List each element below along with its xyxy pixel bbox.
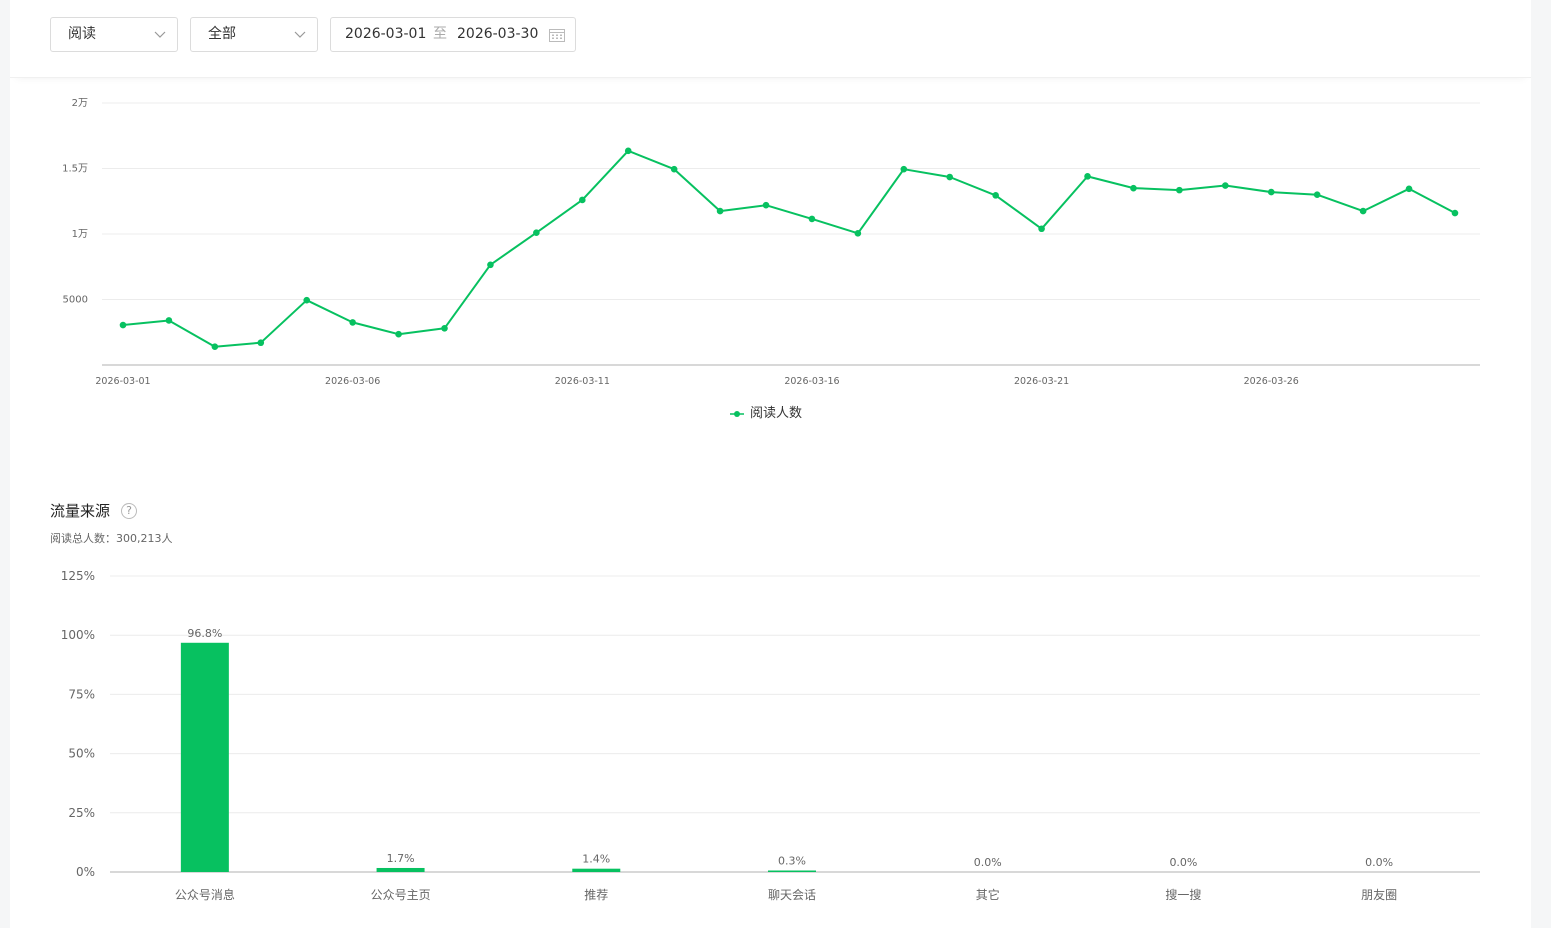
x-category-label: 聊天会话 bbox=[768, 888, 816, 902]
x-category-label: 朋友圈 bbox=[1361, 888, 1397, 902]
data-point bbox=[1176, 186, 1183, 194]
calendar-icon[interactable] bbox=[549, 28, 565, 42]
bar bbox=[180, 642, 229, 872]
x-tick-label: 2026-03-21 bbox=[1014, 376, 1069, 387]
filter-bar: 阅读 全部 2026-03-01 至 2026-03-30 bbox=[10, 0, 1531, 78]
help-icon[interactable]: ? bbox=[121, 503, 137, 519]
data-point bbox=[1405, 185, 1413, 193]
bar-data-label: 96.8% bbox=[187, 627, 222, 640]
data-point bbox=[257, 339, 265, 347]
bar-data-label: 1.7% bbox=[387, 852, 415, 865]
y-tick-label: 1.5万 bbox=[62, 164, 88, 175]
y-tick-label: 2万 bbox=[72, 98, 88, 109]
data-point bbox=[1267, 188, 1275, 196]
bar-data-label: 0.0% bbox=[974, 856, 1002, 869]
data-point bbox=[165, 317, 173, 324]
data-point bbox=[854, 230, 862, 237]
data-point bbox=[1130, 184, 1137, 192]
data-point bbox=[808, 215, 816, 223]
bar bbox=[572, 868, 621, 872]
bar bbox=[376, 867, 425, 872]
date-start[interactable]: 2026-03-01 bbox=[345, 26, 427, 42]
legend-series-name: 阅读人数 bbox=[750, 406, 803, 421]
y-tick-label: 5000 bbox=[63, 295, 88, 306]
x-category-label: 推荐 bbox=[584, 888, 608, 902]
x-category-label: 其它 bbox=[976, 887, 1000, 902]
data-point bbox=[762, 201, 770, 209]
data-point bbox=[441, 325, 448, 332]
date-range-picker[interactable]: 2026-03-01 至 2026-03-30 bbox=[330, 17, 576, 52]
y-tick-label: 1万 bbox=[72, 229, 88, 240]
date-end[interactable]: 2026-03-30 bbox=[457, 26, 539, 42]
x-tick-label: 2026-03-26 bbox=[1244, 376, 1299, 387]
x-category-label: 搜一搜 bbox=[1165, 887, 1201, 902]
readers-line-chart: 5000 1万 1.5万 2万 2026-03-01 2026-03-06 2026-03-… bbox=[62, 98, 1480, 387]
data-point bbox=[624, 147, 632, 155]
bar-data-label: 1.4% bbox=[582, 853, 610, 866]
bar bbox=[768, 870, 816, 872]
data-point bbox=[303, 296, 311, 304]
data-point bbox=[395, 330, 402, 338]
y-tick-label: 100% bbox=[61, 628, 95, 642]
analytics-card: 阅读 全部 2026-03-01 至 2026-03-30 bbox=[10, 0, 1531, 928]
y-tick-label: 25% bbox=[68, 806, 95, 820]
data-point bbox=[1084, 173, 1091, 180]
total-readers: 阅读总人数：300,213人 bbox=[50, 532, 173, 545]
bar-data-label: 0.3% bbox=[778, 855, 806, 868]
data-point bbox=[349, 319, 356, 326]
data-point bbox=[1451, 209, 1459, 217]
metric-select-value: 阅读 bbox=[68, 26, 96, 42]
data-point bbox=[487, 261, 494, 269]
bar-data-label: 0.0% bbox=[1365, 856, 1393, 869]
data-point bbox=[533, 229, 540, 236]
y-tick-label: 0% bbox=[76, 865, 95, 879]
chevron-down-icon bbox=[154, 31, 166, 38]
data-point bbox=[579, 196, 586, 204]
y-tick-label: 125% bbox=[61, 569, 95, 583]
metric-select[interactable]: 阅读 bbox=[50, 17, 178, 52]
scope-select-value: 全部 bbox=[208, 26, 236, 42]
x-category-label: 公众号主页 bbox=[371, 888, 431, 902]
data-point bbox=[900, 165, 908, 173]
data-point bbox=[1359, 207, 1367, 215]
legend-line-dot-icon bbox=[730, 411, 744, 417]
data-point bbox=[1313, 191, 1321, 198]
data-point bbox=[211, 343, 219, 350]
y-tick-label: 50% bbox=[68, 747, 95, 761]
scope-select[interactable]: 全部 bbox=[190, 17, 318, 52]
bar-data-label: 0.0% bbox=[1169, 856, 1197, 869]
x-tick-label: 2026-03-11 bbox=[555, 376, 610, 387]
chevron-down-icon bbox=[294, 31, 306, 38]
traffic-source-title: 流量来源 bbox=[50, 502, 111, 520]
x-tick-label: 2026-03-06 bbox=[325, 376, 380, 387]
series-line bbox=[122, 149, 1456, 348]
data-point bbox=[1222, 182, 1229, 189]
x-tick-label: 2026-03-01 bbox=[95, 376, 150, 387]
date-separator: 至 bbox=[433, 26, 447, 42]
y-tick-label: 75% bbox=[68, 687, 95, 701]
traffic-source-bar-chart: 0% 25% 50% 75% 100% 125% 96.8% 公众号消息 1.7% 公众号主页 1.… bbox=[61, 569, 1480, 902]
x-category-label: 公众号消息 bbox=[175, 887, 235, 902]
data-point bbox=[992, 192, 999, 199]
data-point bbox=[670, 165, 678, 173]
x-tick-label: 2026-03-16 bbox=[784, 376, 839, 387]
data-point bbox=[1038, 225, 1045, 233]
data-point bbox=[716, 207, 724, 215]
data-point bbox=[946, 173, 954, 181]
data-point bbox=[119, 321, 127, 329]
